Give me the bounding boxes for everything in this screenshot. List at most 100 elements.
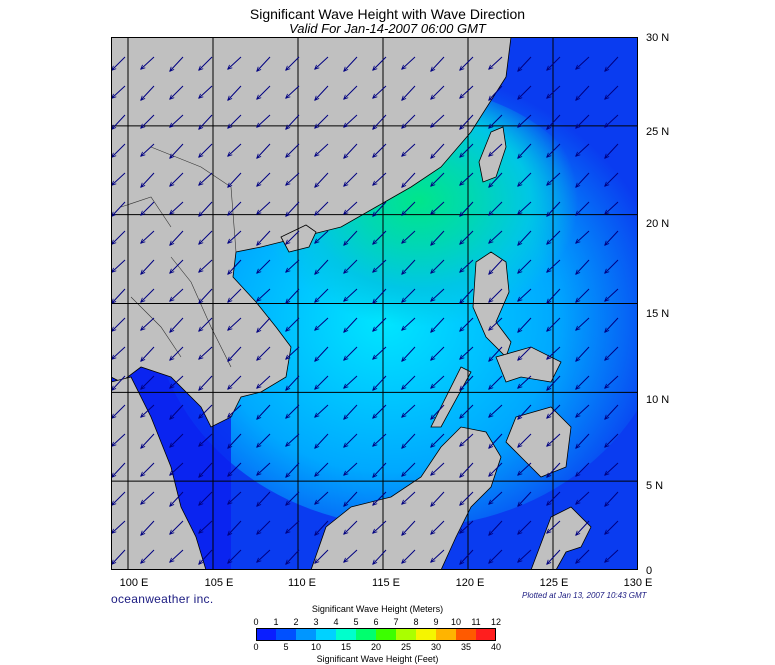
wave-arrow [344,549,358,562]
wave-arrow [431,172,445,186]
wave-arrow [315,346,329,361]
wave-arrow [315,85,329,100]
wave-arrow [170,404,184,419]
wave-arrow [431,433,445,447]
colorbar-swatch [456,628,477,641]
wave-arrow [402,317,416,330]
colorbar-swatch [316,628,337,641]
colorbar-swatch [256,628,277,641]
wave-arrow [228,259,242,274]
wave-arrow [402,433,416,448]
wave-arrow [170,288,184,301]
wave-arrow [402,201,416,215]
wave-arrow [344,375,358,388]
wave-arrow [228,549,242,563]
wave-arrow [605,404,619,419]
wave-arrow [199,433,213,446]
wave-arrow [547,230,561,244]
wave-arrow [576,201,590,215]
wave-arrow [257,317,271,332]
wave-arrow [373,288,387,303]
wave-arrow [112,85,126,98]
wave-arrow [170,172,184,186]
colorbar-tick-label: 15 [340,642,352,652]
wave-arrow [170,230,184,245]
wave-arrow [257,259,271,273]
wave-arrow [576,259,590,274]
wave-arrow [431,462,445,475]
wave-arrow [199,549,213,564]
wave-arrow [518,143,532,158]
lat-label-25n: 25 N [646,126,670,138]
wave-arrow [605,520,619,534]
colorbar-tick-label: 25 [400,642,412,652]
wave-arrow [315,201,329,215]
wave-arrow [257,491,271,506]
wave-arrow [489,404,503,417]
wave-arrow [257,549,271,562]
wave-arrow [228,85,242,100]
wave-arrow [402,404,416,417]
wave-arrow [489,346,503,361]
lon-label-115e: 115 E [372,577,400,589]
wave-arrow [141,520,155,535]
wave-arrow [460,346,474,359]
wave-arrow [141,462,155,476]
wave-arrow [431,404,445,419]
wave-arrow [547,317,561,331]
colorbar-tick-label: 40 [490,642,502,652]
wave-arrow [257,201,271,214]
plotted-timestamp: Plotted at Jan 13, 2007 10:43 GMT [522,591,647,600]
colorbar-tick-label: 5 [283,642,289,652]
wave-arrow [489,230,503,243]
wave-arrow [344,85,358,99]
wave-arrow [576,520,590,535]
wave-arrow [431,56,445,71]
wave-arrow [460,201,474,216]
colorbar-meters-ticks: 0 1 2 3 4 5 6 7 8 9 10 11 12 [253,617,501,628]
wave-arrow [373,462,387,477]
wave-arrow [141,375,155,389]
wave-arrow [547,259,561,272]
colorbar-tick-label: 0 [253,642,259,652]
wave-arrow [576,346,590,361]
wave-arrow [547,288,561,303]
wave-arrow [228,462,242,476]
wave-arrow [199,288,213,303]
colorbar-tick-label: 3 [313,617,319,627]
wave-arrow [460,404,474,418]
wave-arrow [315,172,329,187]
wave-arrow [170,56,184,71]
lat-label-10n: 10 N [646,394,670,406]
wave-arrow [576,462,590,476]
wave-arrow [460,114,474,129]
wave-arrow [518,317,532,332]
wave-arrow [257,230,271,245]
wave-arrow [112,56,126,70]
wave-arrow [605,172,619,186]
wave-arrow [257,143,271,158]
wave-arrow [431,520,445,534]
wave-arrow [286,491,300,505]
wave-arrow [315,56,329,69]
wave-arrow [315,143,329,156]
colorbar-tick-label: 10 [450,617,462,627]
wave-arrow [228,346,242,361]
wave-arrow [170,259,184,273]
wave-arrow [286,404,300,418]
brand-logo-text: oceanweather inc. [111,592,214,606]
wave-arrow [141,549,155,563]
wave-arrow [315,404,329,417]
colorbar [256,628,496,641]
wave-arrow [286,375,300,390]
wave-arrow [518,288,532,301]
wave-arrow [547,491,561,505]
wave-arrow [315,433,329,448]
wave-arrow [547,346,561,359]
colorbar-swatch [476,628,496,641]
colorbar-swatch [376,628,397,641]
lon-label-120e: 120 E [455,577,485,589]
wave-arrow [112,520,126,533]
wave-arrow [431,143,445,158]
wave-arrow [402,549,416,563]
